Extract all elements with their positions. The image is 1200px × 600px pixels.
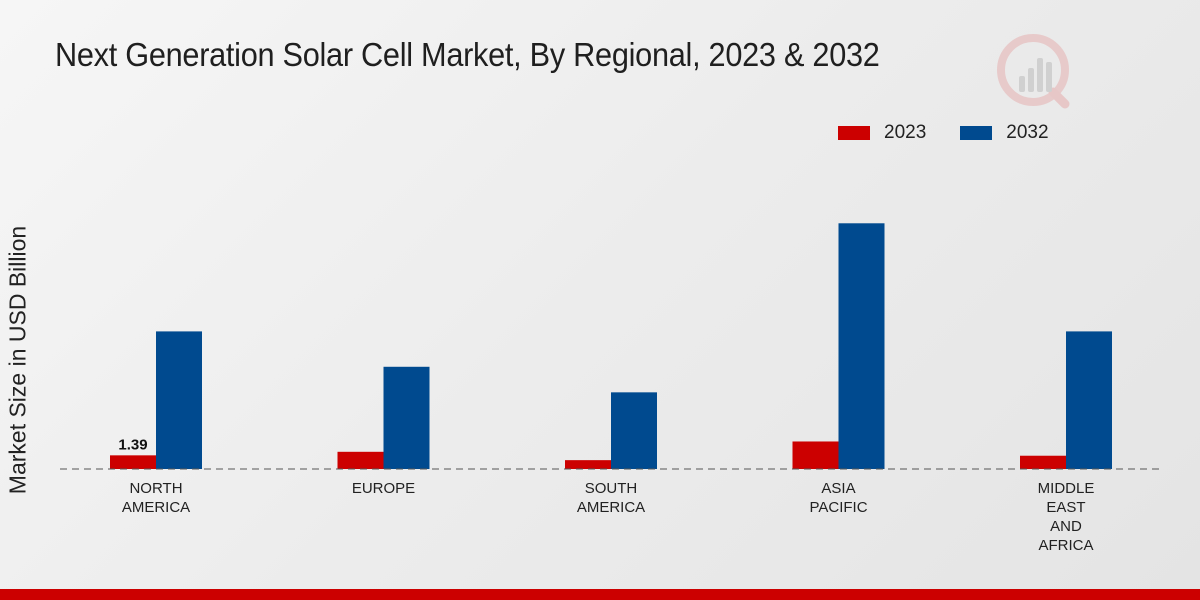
bar-2032-south-america bbox=[611, 392, 657, 469]
bar-2032-middle-east-and-africa bbox=[1066, 331, 1112, 469]
chart-legend: 2023 2032 bbox=[838, 122, 1083, 144]
legend-item-2032: 2032 bbox=[960, 122, 1049, 144]
x-tick-label-europe: EUROPE bbox=[352, 480, 415, 497]
legend-label-2023: 2023 bbox=[884, 122, 927, 143]
bar-2023-north-america bbox=[110, 455, 156, 469]
bar-2032-asia-pacific bbox=[838, 223, 885, 469]
legend-label-2032: 2032 bbox=[1006, 122, 1049, 143]
legend-swatch-2032 bbox=[960, 126, 993, 140]
data-label-2023-0: 1.39 bbox=[118, 436, 147, 453]
bar-2023-europe bbox=[337, 451, 384, 469]
x-tick-label-middle-east-and-africa: MIDDLE bbox=[1038, 480, 1095, 497]
chart-title: Next Generation Solar Cell Market, By Re… bbox=[55, 36, 880, 73]
x-tick-label-south-america: AMERICA bbox=[577, 499, 645, 516]
bar-2023-south-america bbox=[565, 460, 611, 469]
x-tick-label-north-america: NORTH bbox=[129, 480, 182, 497]
x-tick-label-asia-pacific: ASIA bbox=[821, 480, 855, 497]
x-tick-label-middle-east-and-africa: EAST bbox=[1046, 499, 1085, 516]
x-tick-label-asia-pacific: PACIFIC bbox=[809, 499, 867, 516]
legend-item-2023: 2023 bbox=[838, 122, 926, 144]
watermark-logo-icon bbox=[997, 34, 1070, 109]
bar-2032-europe bbox=[383, 366, 430, 469]
footer-bar bbox=[0, 589, 1200, 600]
x-tick-label-south-america: SOUTH bbox=[585, 480, 638, 497]
bar-2023-asia-pacific bbox=[792, 441, 839, 469]
x-tick-label-middle-east-and-africa: AFRICA bbox=[1038, 537, 1093, 554]
bar-2032-north-america bbox=[156, 331, 202, 469]
x-tick-label-middle-east-and-africa: AND bbox=[1050, 518, 1082, 535]
legend-swatch-2023 bbox=[838, 126, 870, 140]
bar-2023-middle-east-and-africa bbox=[1020, 455, 1066, 469]
x-tick-label-north-america: AMERICA bbox=[122, 499, 190, 516]
